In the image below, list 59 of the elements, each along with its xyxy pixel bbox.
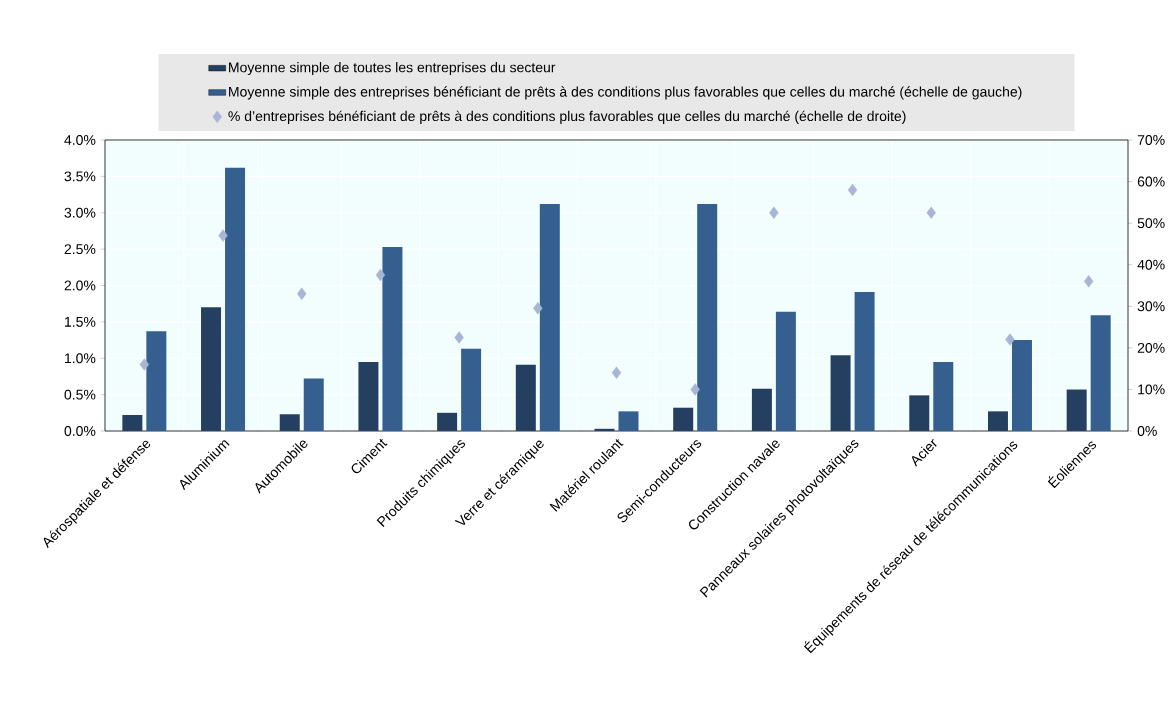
bar	[1090, 315, 1111, 431]
bar	[358, 361, 379, 431]
y2-tick-label: 70%	[1137, 135, 1165, 145]
legend-label: % d’entreprises bénéficiant de prêts à des conditions plus favorables que celles du marché (échelle de droite)	[228, 110, 906, 124]
bar	[673, 407, 694, 431]
legend-label: Moyenne simple de toutes les entreprises du secteur	[229, 62, 556, 76]
bar	[225, 167, 246, 431]
bar	[515, 364, 536, 431]
bar	[933, 361, 954, 431]
y2-tick-label: 40%	[1137, 259, 1165, 270]
y-tick-label: 2.5%	[64, 244, 96, 255]
y2-tick-label: 20%	[1137, 342, 1165, 353]
bar	[697, 204, 718, 431]
bar	[775, 311, 796, 431]
bar	[146, 331, 167, 431]
point	[1083, 275, 1094, 288]
bar	[303, 378, 324, 431]
bar	[382, 246, 403, 431]
y2-tick-label: 10%	[1138, 384, 1165, 395]
bar	[201, 307, 222, 431]
bar	[461, 348, 482, 431]
bar	[1066, 389, 1087, 431]
bar	[751, 388, 772, 431]
y2-tick-label: 60%	[1137, 176, 1165, 187]
point	[139, 358, 150, 371]
legend-label: Moyenne simple des entreprises bénéficiant de prêts à des conditions plus favorables que celles du marché (échelle de gauche)	[229, 86, 1022, 100]
bar	[122, 415, 143, 431]
y-tick-label: 3.5%	[64, 171, 96, 182]
y-tick-label: 1.5%	[65, 316, 96, 327]
bar	[437, 412, 458, 431]
bar	[539, 204, 560, 431]
bar	[987, 411, 1008, 431]
point	[375, 268, 386, 282]
bar	[830, 355, 851, 431]
y-tick-label: 1.0%	[65, 353, 96, 364]
point	[218, 229, 228, 242]
y2-tick-label: 0%	[1137, 426, 1157, 436]
bar	[909, 395, 930, 431]
point	[1005, 333, 1015, 346]
y-tick-label: 4.0%	[64, 135, 96, 145]
point	[297, 287, 307, 301]
y-tick-label: 2.0%	[64, 280, 96, 291]
point	[611, 366, 622, 379]
point	[769, 206, 779, 219]
y2-tick-label: 50%	[1137, 218, 1165, 229]
point	[690, 383, 700, 396]
bar	[594, 428, 615, 431]
point	[454, 331, 464, 344]
point	[533, 302, 543, 315]
bar	[854, 292, 875, 431]
bar	[1011, 340, 1032, 431]
y2-tick-label: 30%	[1137, 301, 1165, 312]
y-tick-label: 0.5%	[64, 389, 96, 400]
y-tick-label: 0.0%	[64, 426, 96, 436]
point	[926, 206, 936, 219]
y-tick-label: 3.0%	[64, 207, 96, 218]
bar	[279, 414, 300, 431]
point	[847, 183, 858, 197]
bar	[618, 411, 639, 431]
